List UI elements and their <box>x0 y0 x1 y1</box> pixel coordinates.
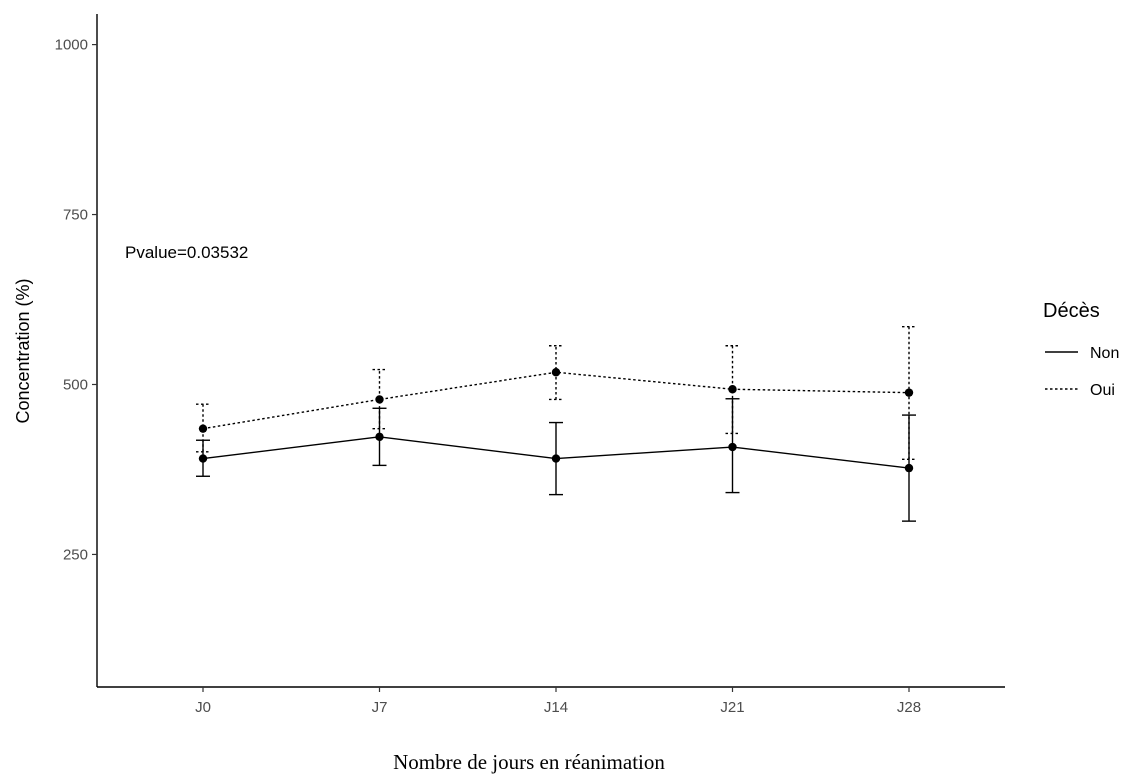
x-tick-label: J7 <box>372 699 388 716</box>
y-axis-title: Concentration (%) <box>13 278 33 423</box>
series-line-oui <box>202 371 910 430</box>
data-point-non <box>375 432 384 442</box>
data-point-non <box>198 454 208 463</box>
x-axis-title: Nombre de jours en réanimation <box>393 750 665 774</box>
ticks: 250 500 750 1000 J0 J7 J14 J21 J28 <box>55 37 921 716</box>
legend: Décès Non Oui <box>1043 300 1119 399</box>
data-point-oui <box>198 424 208 433</box>
legend-title: Décès <box>1043 300 1100 322</box>
x-tick-label: J28 <box>897 699 921 716</box>
legend-label-oui: Oui <box>1090 382 1115 399</box>
legend-label-non: Non <box>1090 345 1119 362</box>
data-point-oui <box>728 385 737 394</box>
data-point-non <box>551 454 561 463</box>
data-point-oui <box>904 388 914 397</box>
x-tick-label: J21 <box>720 699 744 716</box>
data-point-non <box>728 442 737 452</box>
error-bar-oui <box>372 368 387 430</box>
data-point-non <box>904 463 914 473</box>
data-point-oui <box>551 368 561 377</box>
x-tick-label: J14 <box>544 699 568 716</box>
y-tick-label: 1000 <box>55 37 88 54</box>
error-bar-oui <box>196 403 210 453</box>
axes <box>96 14 1005 688</box>
pvalue-annotation: Pvalue=0.03532 <box>125 243 248 262</box>
error-bar-oui <box>725 345 740 435</box>
plot-marks <box>196 326 916 522</box>
y-tick-label: 500 <box>63 376 88 393</box>
x-tick-label: J0 <box>195 699 211 716</box>
y-tick-label: 250 <box>63 546 88 563</box>
data-point-oui <box>375 395 384 404</box>
y-tick-label: 750 <box>63 207 88 224</box>
